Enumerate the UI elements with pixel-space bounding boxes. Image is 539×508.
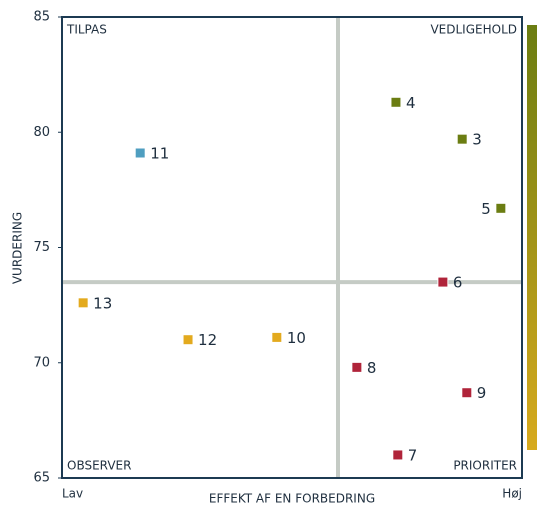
quadrant-label: TILPAS [66,23,107,37]
point-label: 9 [477,384,487,402]
point-label: 7 [408,446,418,464]
point [390,96,402,108]
point-label: 13 [93,294,112,312]
point-label: 8 [367,359,377,377]
point [77,297,89,309]
quadrant-label: VEDLIGEHOLD [430,23,517,37]
point [134,147,146,159]
point-label: 11 [150,144,169,162]
point-label: 12 [198,331,217,349]
point [461,387,473,399]
y-tick-label: 70 [33,355,50,370]
point [456,133,468,145]
y-tick-label: 75 [33,240,50,255]
point [182,334,194,346]
y-tick-label: 65 [33,471,50,486]
y-tick-label: 85 [33,10,50,25]
point-label: 10 [287,329,306,347]
point-label: 4 [406,94,416,112]
gradient-bar [527,25,537,450]
point [495,202,507,214]
point [351,361,363,373]
y-tick-label: 80 [33,125,50,140]
x-axis-end-label: Lav [62,487,83,501]
plot-frame [61,16,523,479]
x-axis-label: EFFEKT AF EN FORBEDRING [209,492,375,506]
point [271,331,283,343]
point-label: 6 [453,274,463,292]
point [392,449,404,461]
point-label: 5 [481,200,491,218]
x-axis-end-label: Høj [502,487,522,501]
quadrant-label: PRIORITER [453,459,517,473]
point [437,276,449,288]
plot-area [62,17,522,478]
quadrant-label: OBSERVER [67,459,131,473]
y-axis-label: VURDERING [11,212,25,284]
point-label: 3 [472,131,482,149]
